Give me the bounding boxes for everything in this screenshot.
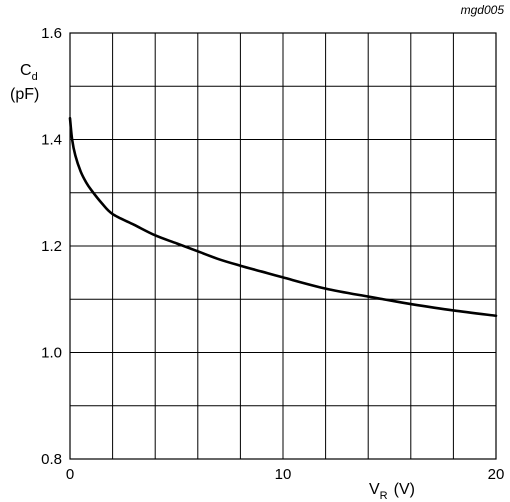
plot-grid: [70, 33, 496, 459]
figure-reference: mgd005: [461, 3, 505, 17]
x-axis-unit: (V): [394, 481, 415, 498]
y-axis-label: Cd (pF): [10, 62, 39, 103]
y-axis-subscript: d: [32, 71, 38, 83]
y-tick-label: 1.4: [41, 132, 62, 149]
y-tick-label: 0.8: [41, 451, 62, 468]
y-tick-label: 1.0: [41, 345, 62, 362]
svg-text:VR(V): VR (V): [369, 481, 415, 502]
y-tick-labels: 0.8 1.0 1.2 1.4 1.6: [41, 25, 62, 468]
x-tick-label: 20: [488, 466, 505, 483]
y-axis-symbol: C: [20, 62, 32, 79]
plot-frame: [69, 32, 497, 460]
x-axis-label: VR (V): [369, 481, 415, 502]
y-axis-unit: (pF): [10, 86, 39, 103]
x-axis-symbol: V: [369, 481, 380, 498]
y-tick-label: 1.6: [41, 25, 62, 42]
x-tick-label: 0: [66, 466, 74, 483]
series-line-cd: [68, 116, 498, 318]
y-tick-label: 1.2: [41, 238, 62, 255]
svg-text:Cd: Cd: [20, 62, 38, 83]
x-tick-labels: 0 10 20: [66, 466, 505, 483]
x-axis-subscript: R: [380, 490, 388, 502]
x-tick-label: 10: [275, 466, 292, 483]
